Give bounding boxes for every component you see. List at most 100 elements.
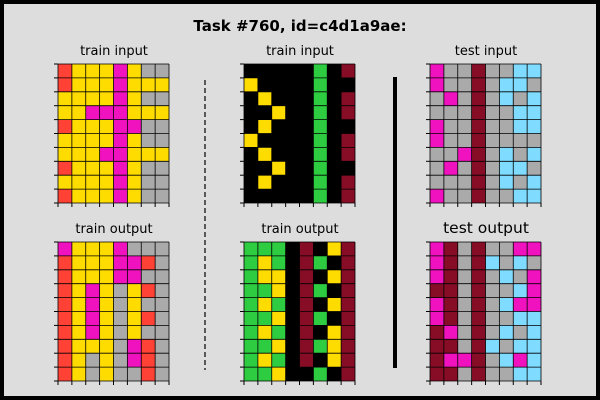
grid-cell — [71, 133, 86, 148]
grid-cell — [127, 91, 142, 106]
grid-cell — [113, 133, 128, 148]
panel-label-test-input: test input — [454, 44, 518, 59]
grid-cell — [113, 255, 128, 270]
grid-cell — [443, 269, 458, 284]
grid-cell — [85, 242, 100, 256]
grid-cell — [113, 175, 128, 190]
grid-cell — [58, 147, 72, 162]
grid-cell — [327, 119, 342, 134]
grid-cell — [527, 297, 542, 312]
grid-cell — [85, 297, 100, 312]
grid-cell — [141, 255, 156, 270]
grid-cell — [313, 353, 328, 368]
grid-cell — [141, 269, 156, 284]
grid-cell — [499, 64, 514, 78]
grid-cell — [471, 242, 486, 256]
grid-cell — [257, 161, 272, 176]
grid-cell — [113, 77, 128, 92]
grid-cell — [127, 311, 142, 326]
grid-cell — [485, 189, 500, 203]
grid-cell — [527, 147, 542, 162]
grid-cell — [85, 175, 100, 190]
grid-cell — [457, 353, 472, 368]
grid-cell — [527, 105, 542, 120]
grid-cell — [299, 339, 314, 354]
grid-cell — [485, 325, 500, 340]
grid-cell — [299, 77, 314, 92]
grid-cell — [285, 311, 300, 326]
grid-cell — [499, 339, 514, 354]
grid-cell — [285, 147, 300, 162]
grid-cell — [313, 175, 328, 190]
grid-cell — [313, 339, 328, 354]
grid-cell — [299, 353, 314, 368]
grid-cell — [485, 367, 500, 381]
grid-cell — [285, 133, 300, 148]
grid-cell — [58, 269, 72, 284]
grid-cell — [155, 283, 170, 298]
grid-cell — [58, 64, 72, 78]
grid-cell — [327, 367, 342, 381]
grid-cell — [513, 353, 528, 368]
grid-cell — [499, 325, 514, 340]
grid-cell — [141, 325, 156, 340]
grid-cell — [313, 255, 328, 270]
grid-cell — [71, 353, 86, 368]
grid-cell — [85, 133, 100, 148]
grid-cell — [443, 189, 458, 203]
grid-cell — [327, 105, 342, 120]
grid-cell — [485, 64, 500, 78]
grid-cell — [99, 283, 114, 298]
grid-cell — [155, 189, 170, 203]
grid-cell — [58, 175, 72, 190]
grid-cell — [271, 77, 286, 92]
grid-cell — [513, 105, 528, 120]
grid-cell — [141, 77, 156, 92]
grid-cell — [471, 297, 486, 312]
grid-cell — [155, 64, 170, 78]
grid-cell — [299, 105, 314, 120]
grid-cell — [527, 269, 542, 284]
grid-cell — [443, 242, 458, 256]
grid-cell — [71, 77, 86, 92]
grid-cell — [443, 105, 458, 120]
panel-label-test-output: test output — [443, 219, 529, 237]
grid-cell — [313, 311, 328, 326]
grid-cell — [485, 105, 500, 120]
grid-cell — [443, 77, 458, 92]
grid-cell — [244, 133, 258, 148]
grid-cell — [58, 119, 72, 134]
grid-cell — [457, 105, 472, 120]
grid-cell — [244, 311, 258, 326]
grid-cell — [271, 161, 286, 176]
grid-cell — [499, 311, 514, 326]
grid-cell — [71, 311, 86, 326]
figure-title: Task #760, id=c4d1a9ae: — [193, 17, 407, 35]
grid-cell — [341, 133, 356, 148]
grid-train-output-1 — [54, 241, 170, 385]
grid-cell — [471, 105, 486, 120]
grid-train-output-2 — [240, 241, 356, 385]
grid-cell — [457, 255, 472, 270]
grid-cell — [99, 161, 114, 176]
grid-cell — [499, 297, 514, 312]
grid-cell — [285, 91, 300, 106]
grid-cell — [313, 161, 328, 176]
grid-cell — [485, 242, 500, 256]
grid-cell — [257, 147, 272, 162]
grid-cell — [271, 297, 286, 312]
grid-cell — [113, 339, 128, 354]
grid-cell — [457, 161, 472, 176]
grid-cell — [155, 339, 170, 354]
grid-cell — [113, 283, 128, 298]
grid-cell — [299, 283, 314, 298]
grid-cell — [430, 147, 444, 162]
grid-cell — [155, 119, 170, 134]
grid-cell — [271, 147, 286, 162]
grid-cell — [471, 367, 486, 381]
grid-cell — [244, 147, 258, 162]
grid-cell — [341, 269, 356, 284]
grid-cell — [71, 339, 86, 354]
grid-cell — [85, 161, 100, 176]
grid-cell — [58, 311, 72, 326]
